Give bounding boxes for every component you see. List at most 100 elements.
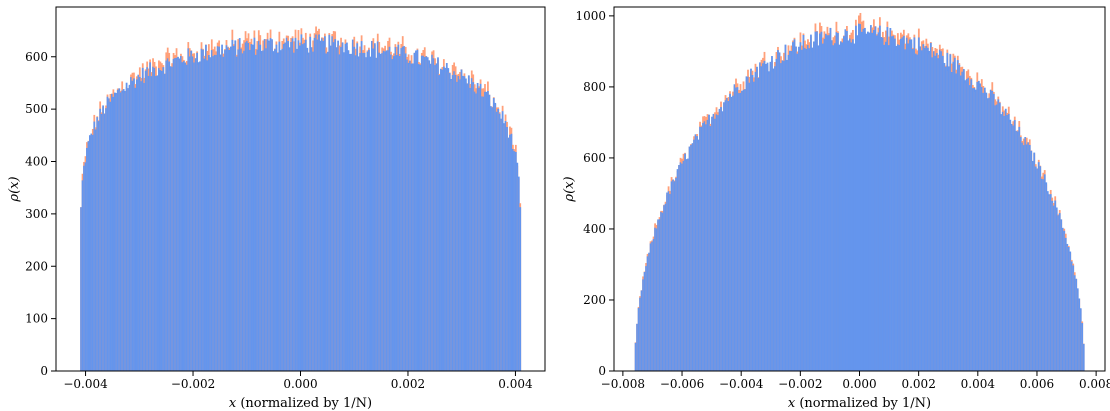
histogram-bar-front <box>919 46 922 371</box>
histogram-bar-front <box>962 69 965 371</box>
histogram-bar-front <box>410 63 413 371</box>
histogram-bar-front <box>1003 115 1006 371</box>
y-tick-label: 0 <box>598 364 606 378</box>
histogram-bar-front <box>726 97 728 371</box>
histogram-bar-front <box>155 76 157 371</box>
histogram-bar-front <box>431 54 433 371</box>
histogram-bar-front <box>146 67 149 371</box>
histogram-bar-front <box>513 151 516 371</box>
histogram-bar-front <box>326 51 329 371</box>
histogram-bar-front <box>925 46 928 371</box>
histogram-bar-front <box>153 67 156 371</box>
histogram-bar-front <box>469 87 472 371</box>
histogram-bar-front <box>444 67 447 371</box>
histogram-bar-front <box>221 44 223 371</box>
histogram-bar-front <box>99 108 102 371</box>
histogram-bar-front <box>144 70 147 371</box>
histogram-bar-front <box>817 45 820 371</box>
histogram-bar-front <box>968 85 971 371</box>
histogram-bar-front <box>905 37 908 371</box>
histogram-bar-front <box>721 111 724 371</box>
histogram-bar-front <box>470 78 473 371</box>
histogram-bar-front <box>660 211 662 371</box>
histogram-bar-front <box>368 49 370 371</box>
histogram-bar-front <box>206 60 209 371</box>
histogram-bar-front <box>1057 215 1060 371</box>
histogram-bar-front <box>140 81 143 371</box>
histogram-bar-front <box>811 47 814 371</box>
histogram-bar-front <box>944 66 947 371</box>
histogram-bar-front <box>666 192 668 371</box>
histogram-bar-front <box>989 89 992 371</box>
histogram-bar-front <box>212 56 215 371</box>
histogram-bar-front <box>741 90 743 371</box>
histogram-bar-front <box>274 49 276 371</box>
histogram-bar-front <box>166 58 169 371</box>
histogram-bar-front <box>953 57 956 371</box>
histogram-bar-front <box>967 77 970 371</box>
histogram-bar-front <box>227 47 229 371</box>
histogram-bar-front <box>685 159 688 371</box>
histogram-bar-front <box>780 63 782 371</box>
histogram-bar-front <box>125 82 128 371</box>
histogram-bar-front <box>243 50 245 371</box>
histogram-bar-front <box>378 52 381 371</box>
histogram-bar-front <box>938 49 941 371</box>
histogram-bar-front <box>875 35 878 371</box>
histogram-bar-front <box>859 24 862 371</box>
histogram-bar-front <box>932 51 935 371</box>
histogram-bar-front <box>407 62 410 371</box>
histogram-bar-front <box>376 41 379 371</box>
histogram-bar-front <box>654 227 656 371</box>
histogram-bar-front <box>318 34 320 371</box>
histogram-bar-front <box>1061 227 1064 371</box>
x-tick-label: 0.002 <box>391 377 425 391</box>
histogram-bar-front <box>783 60 785 371</box>
histogram-bar-front <box>768 71 770 371</box>
histogram-bar-front <box>472 82 475 371</box>
histogram-bar-front <box>850 42 853 371</box>
histogram-bar-front <box>1046 191 1049 371</box>
histogram-bar-front <box>775 58 778 371</box>
histogram-bar-front <box>916 54 919 371</box>
histogram-bar-front <box>947 66 950 371</box>
histogram-bar-front <box>276 52 279 371</box>
histogram-bar-front <box>467 75 470 371</box>
histogram-bar-front <box>494 102 497 371</box>
histogram-bar-front <box>687 158 689 371</box>
x-tick-label: −0.002 <box>171 377 215 391</box>
histogram-bar-front <box>1078 298 1081 371</box>
histogram-bar-front <box>747 76 749 371</box>
histogram-bar-front <box>961 71 964 371</box>
histogram-bar-front <box>774 66 776 371</box>
histogram-bar-front <box>205 44 207 371</box>
histogram-bar-front <box>137 74 140 371</box>
histogram-bar-front <box>294 37 297 371</box>
x-tick-label: −0.004 <box>719 377 764 391</box>
histogram-bar-front <box>422 55 425 371</box>
histogram-bar-front <box>690 144 692 371</box>
histogram-bar-front <box>1018 126 1021 371</box>
histogram-bar-front <box>832 45 835 371</box>
histogram-bar-front <box>260 50 263 371</box>
histogram-bar-front <box>637 307 640 371</box>
histogram-bar-front <box>504 121 507 371</box>
histogram-bar-front <box>1070 261 1073 371</box>
histogram-bar-front <box>985 92 988 371</box>
histogram-bar-front <box>94 129 97 371</box>
histogram-bar-front <box>1034 166 1037 371</box>
histogram-bar-front <box>516 162 519 371</box>
histogram-bar-front <box>831 40 833 371</box>
histogram-bar-front <box>356 43 359 371</box>
histogram-bar-front <box>193 62 196 371</box>
histogram-bar-front <box>673 181 676 371</box>
histogram-bar-front <box>706 119 709 371</box>
histogram-bar-front <box>488 94 491 371</box>
histogram-bar-front <box>688 146 691 371</box>
histogram-bar-front <box>892 35 895 371</box>
histogram-bar-front <box>413 52 416 371</box>
histogram-bar-front <box>884 41 887 371</box>
histogram-bar-front <box>1040 178 1043 371</box>
histogram-bar-front <box>301 44 304 371</box>
histogram-bar-front <box>648 252 650 371</box>
